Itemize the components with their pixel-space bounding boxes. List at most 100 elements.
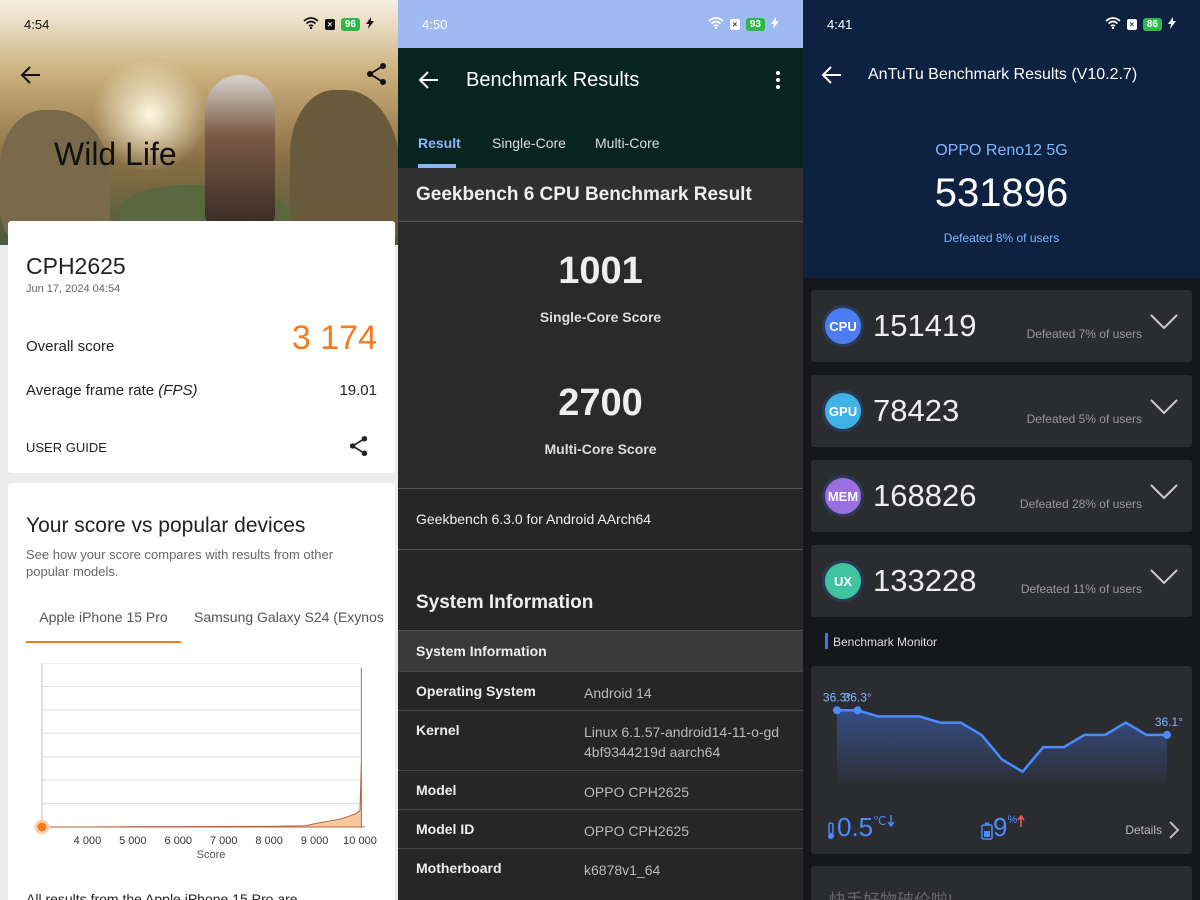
status-bar: 4:41 × 86 — [803, 0, 1200, 48]
sim-icon: × — [1126, 18, 1137, 30]
category-defeated: Defeated 5% of users — [1026, 412, 1142, 426]
tab-result[interactable]: Result — [418, 135, 461, 151]
status-time: 4:41 — [827, 16, 853, 32]
system-table-header-text: System Information — [416, 643, 547, 659]
result-card: CPH2625 Jun 17, 2024 04:54 Overall score… — [8, 221, 395, 473]
single-core-score: 1001 — [558, 250, 643, 292]
back-button[interactable] — [418, 69, 440, 91]
category-cpu-row[interactable]: CPU 151419 Defeated 7% of users — [811, 290, 1192, 362]
tab-iphone-15-pro[interactable]: Apple iPhone 15 Pro — [26, 609, 181, 643]
3dmark-panel: Wild Life 4:54 × 96 CPH2625 Jun 17, 2024… — [0, 0, 398, 900]
back-button[interactable] — [20, 64, 42, 86]
result-heading-bar: Geekbench 6 CPU Benchmark Result — [398, 168, 803, 222]
charging-icon — [366, 16, 374, 32]
comparison-description: See how your score compares with results… — [26, 547, 334, 579]
arrow-left-icon — [20, 66, 40, 84]
temp-label: 36.3° — [844, 690, 872, 704]
chevron-down-icon[interactable] — [1150, 569, 1178, 585]
battery-level: 86 — [1142, 17, 1162, 31]
status-time: 4:50 — [422, 16, 448, 32]
category-mem-row[interactable]: MEM 168826 Defeated 28% of users — [811, 460, 1192, 532]
x-tick-label: 10 000 — [343, 835, 377, 847]
arrow-down-icon — [887, 814, 895, 832]
battery-level: 96 — [340, 17, 360, 31]
wifi-icon — [1105, 16, 1121, 32]
page-title: Benchmark Results — [466, 69, 640, 91]
charging-icon — [1168, 16, 1176, 32]
temp-area — [837, 710, 1167, 784]
category-ux-row[interactable]: UX 133228 Defeated 11% of users — [811, 545, 1192, 617]
system-info-value: OPPO CPH2625 — [584, 823, 690, 839]
ux-badge: UX — [822, 560, 864, 602]
temperature-chart: 36.3°36.3° 36.1° — [823, 690, 1183, 784]
temp-point — [1163, 730, 1171, 739]
temp-delta: 0.5 ℃ — [825, 814, 895, 840]
multi-core-score: 2700 — [558, 382, 643, 424]
result-date: Jun 17, 2024 04:54 — [26, 283, 121, 295]
ad-banner[interactable]: 快手好物破价啦! — [811, 866, 1192, 900]
battery-delta-value: 9 — [993, 812, 1008, 842]
tab-multi-core[interactable]: Multi-Core — [595, 135, 660, 151]
system-info-value: Linux 6.1.57-android14-11-o-gd4bf9344219… — [584, 724, 780, 760]
system-info-key: Motherboard — [416, 860, 502, 876]
overall-score-label: Overall score — [26, 338, 115, 355]
chevron-down-icon[interactable] — [1150, 399, 1178, 415]
user-guide-link[interactable]: USER GUIDE — [26, 440, 107, 455]
your-score-marker — [34, 819, 50, 835]
more-options-button[interactable] — [772, 69, 784, 91]
share-button-top[interactable] — [366, 62, 388, 86]
share-button[interactable] — [349, 434, 369, 458]
score-header — [803, 0, 1200, 278]
system-info-row: Motherboard k6878v1_64 — [398, 848, 803, 887]
chevron-right-icon — [1169, 821, 1180, 839]
x-tick-label: 9 000 — [301, 835, 329, 847]
system-info-heading: System Information — [416, 592, 594, 613]
comparison-title: Your score vs popular devices — [26, 514, 306, 537]
details-label: Details — [1125, 823, 1162, 837]
fps-unit: (FPS) — [158, 382, 198, 399]
section-marker — [825, 633, 828, 649]
back-button[interactable] — [821, 64, 843, 86]
chevron-down-icon[interactable] — [1150, 314, 1178, 330]
battery-icon — [981, 822, 993, 840]
category-gpu-row[interactable]: GPU 78423 Defeated 5% of users — [811, 375, 1192, 447]
details-link[interactable]: Details — [1125, 820, 1180, 840]
system-info-row: Model ID OPPO CPH2625 — [398, 809, 803, 848]
page-title: AnTuTu Benchmark Results (V10.2.7) — [868, 66, 1138, 83]
status-bar: 4:50 × 93 — [398, 0, 803, 48]
category-score: 78423 — [873, 393, 960, 428]
temp-label: 36.3° — [823, 690, 851, 704]
chevron-down-icon[interactable] — [1150, 484, 1178, 500]
system-info-row: Kernel Linux 6.1.57-android14-11-o-gd4bf9… — [398, 710, 803, 770]
fps-label-text: Average frame rate — [26, 382, 155, 399]
system-info-row: Operating System Android 14 — [398, 671, 803, 710]
battery-level: 93 — [745, 17, 765, 31]
system-info-row: Model OPPO CPH2625 — [398, 770, 803, 809]
antutu-panel: 4:41 × 86 AnTuTu Benchmark Results (V10.… — [803, 0, 1200, 900]
x-tick-label: 5 000 — [119, 835, 147, 847]
geekbench-panel: 4:50 × 93 Benchmark Results Result Singl… — [398, 0, 803, 900]
arrow-left-icon — [821, 66, 841, 84]
wifi-icon — [708, 16, 724, 32]
total-score: 531896 — [934, 171, 1069, 215]
status-time: 4:54 — [24, 16, 50, 32]
active-tab-indicator — [418, 164, 456, 168]
version-text: Geekbench 6.3.0 for Android AArch64 — [416, 511, 652, 527]
system-info-key: Model — [416, 782, 457, 798]
distribution-area — [42, 667, 365, 828]
status-bar: 4:54 × 96 — [0, 0, 398, 48]
tab-single-core[interactable]: Single-Core — [492, 135, 566, 151]
fps-value: 19.01 — [339, 382, 377, 399]
benchmark-monitor-card: 36.3° 36.3° 36.1° 0.5 ℃ 9 % Details — [811, 666, 1192, 854]
temp-delta-value: 0.5 — [837, 812, 874, 842]
gpu-badge: GPU — [822, 390, 864, 432]
system-info-value: k6878v1_64 — [584, 862, 661, 878]
temp-line — [837, 709, 1167, 774]
category-defeated: Defeated 7% of users — [1026, 327, 1142, 341]
system-info-key: Operating System — [416, 683, 536, 699]
battery-unit: % — [1007, 814, 1018, 826]
tab-galaxy-s24[interactable]: Samsung Galaxy S24 (Exynos — [194, 609, 384, 625]
single-core-label: Single-Core Score — [539, 309, 662, 325]
total-defeated: Defeated 8% of users — [943, 231, 1060, 245]
result-heading: Geekbench 6 CPU Benchmark Result — [416, 184, 752, 205]
